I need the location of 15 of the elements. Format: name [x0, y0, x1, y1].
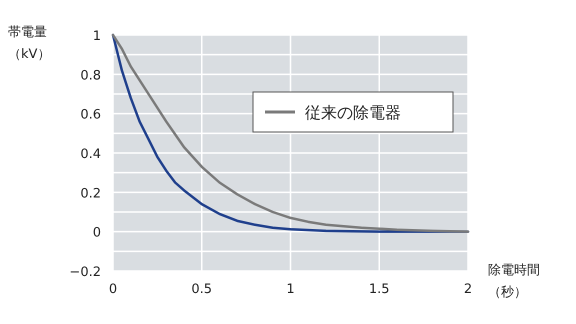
x-tick-label: 0 — [108, 282, 118, 297]
x-tick-label: 1.5 — [368, 282, 390, 297]
y-tick-label: 0.8 — [80, 68, 101, 84]
legend-label: 従来の除電器 — [305, 103, 401, 122]
y-tick-label: 0.6 — [80, 108, 101, 123]
x-tick-label: 2 — [464, 282, 472, 297]
y-tick-label: −0.2 — [69, 265, 101, 280]
y-tick-label: 1 — [92, 29, 101, 44]
y-axis-title: 帯電量（kV） — [8, 24, 52, 64]
x-axis-title: 除電時間（秒） — [488, 262, 541, 302]
y-tick-label: 0.4 — [80, 147, 101, 162]
y-tick-label: 0 — [92, 226, 101, 241]
y-tick-label: 0.2 — [80, 186, 101, 202]
x-tick-label: 1 — [286, 282, 295, 297]
x-tick-label: 0.5 — [191, 282, 212, 297]
